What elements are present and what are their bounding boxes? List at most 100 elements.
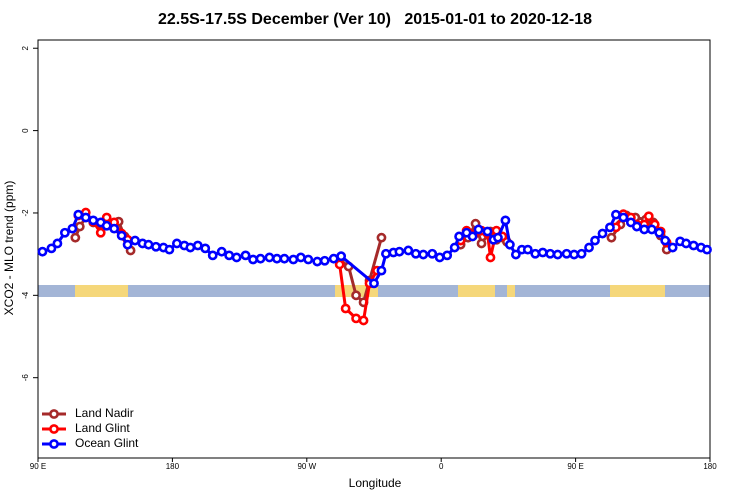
point bbox=[200, 243, 211, 254]
point bbox=[381, 248, 391, 259]
y-tick-label: 2 bbox=[21, 45, 30, 50]
point bbox=[584, 242, 594, 253]
point bbox=[171, 238, 182, 249]
point bbox=[493, 232, 503, 243]
point bbox=[192, 240, 203, 251]
point bbox=[561, 248, 572, 259]
point bbox=[376, 232, 387, 243]
point bbox=[164, 244, 175, 255]
point bbox=[101, 220, 112, 231]
land-strip bbox=[458, 285, 495, 297]
point bbox=[500, 215, 511, 226]
legend-marker bbox=[49, 409, 59, 419]
point bbox=[240, 250, 251, 261]
x-tick-label: 90 W bbox=[297, 462, 316, 471]
x-axis-label: Longitude bbox=[349, 476, 402, 490]
x-tick-label: 0 bbox=[439, 462, 444, 471]
point bbox=[552, 249, 563, 260]
point bbox=[46, 243, 57, 254]
point bbox=[611, 209, 621, 220]
point bbox=[312, 256, 323, 267]
y-tick-label: 0 bbox=[21, 128, 30, 133]
point bbox=[358, 315, 369, 326]
point bbox=[646, 224, 657, 235]
legend-label: Land Glint bbox=[75, 421, 130, 435]
point bbox=[606, 232, 617, 243]
point bbox=[639, 224, 650, 235]
point bbox=[272, 253, 282, 264]
point bbox=[264, 252, 275, 263]
legend-label: Land Nadir bbox=[75, 406, 134, 420]
point bbox=[207, 250, 218, 261]
point bbox=[394, 246, 405, 257]
y-axis-label: XCO2 - MLO trend (ppm) bbox=[2, 181, 16, 316]
point bbox=[88, 215, 99, 226]
point bbox=[643, 211, 654, 222]
point bbox=[510, 249, 521, 260]
point bbox=[80, 212, 91, 223]
y-tick-label: -4 bbox=[21, 291, 30, 299]
point bbox=[74, 221, 85, 232]
point bbox=[224, 250, 235, 261]
point bbox=[545, 248, 556, 259]
point bbox=[351, 313, 361, 324]
point bbox=[667, 242, 678, 253]
point bbox=[295, 252, 306, 263]
point bbox=[702, 244, 712, 255]
point bbox=[522, 244, 533, 255]
point bbox=[504, 239, 515, 250]
point bbox=[279, 253, 290, 264]
point bbox=[530, 248, 541, 259]
land-strip bbox=[507, 285, 515, 297]
point bbox=[303, 254, 314, 265]
point bbox=[340, 303, 351, 314]
point bbox=[473, 224, 484, 235]
land-strip bbox=[610, 285, 665, 297]
point bbox=[351, 290, 361, 301]
point bbox=[427, 248, 438, 259]
x-tick-label: 180 bbox=[166, 462, 180, 471]
y-tick-label: -6 bbox=[21, 374, 30, 382]
point bbox=[59, 227, 70, 238]
point bbox=[410, 248, 421, 259]
point bbox=[618, 212, 629, 223]
point bbox=[660, 235, 671, 246]
point bbox=[122, 239, 133, 250]
point bbox=[376, 265, 387, 276]
point bbox=[288, 254, 299, 265]
point bbox=[319, 255, 330, 266]
point bbox=[248, 254, 258, 265]
point bbox=[681, 238, 692, 249]
point bbox=[151, 241, 161, 252]
point bbox=[216, 246, 227, 257]
point bbox=[37, 246, 48, 257]
legend-marker bbox=[49, 439, 59, 449]
plot-frame bbox=[37, 39, 711, 459]
point bbox=[67, 223, 78, 234]
legend-label: Ocean Glint bbox=[75, 436, 139, 450]
point bbox=[116, 230, 127, 241]
point bbox=[70, 232, 81, 243]
point bbox=[537, 247, 548, 258]
x-tick-label: 90 E bbox=[567, 462, 583, 471]
point bbox=[109, 223, 120, 234]
point bbox=[328, 253, 339, 264]
point bbox=[369, 278, 379, 289]
chart-title: 22.5S-17.5S December (Ver 10) 2015-01-01… bbox=[158, 11, 592, 28]
point bbox=[569, 249, 580, 260]
point bbox=[403, 245, 414, 256]
point bbox=[231, 252, 242, 263]
point bbox=[654, 227, 665, 238]
point bbox=[576, 248, 587, 259]
point bbox=[95, 227, 106, 238]
point bbox=[73, 209, 84, 220]
point bbox=[336, 251, 347, 262]
point bbox=[454, 231, 465, 242]
point bbox=[130, 235, 140, 246]
point bbox=[434, 252, 445, 263]
point bbox=[590, 235, 600, 246]
x-tick-label: 90 E bbox=[30, 462, 46, 471]
point bbox=[418, 249, 429, 260]
point bbox=[442, 250, 453, 261]
point bbox=[467, 231, 478, 242]
